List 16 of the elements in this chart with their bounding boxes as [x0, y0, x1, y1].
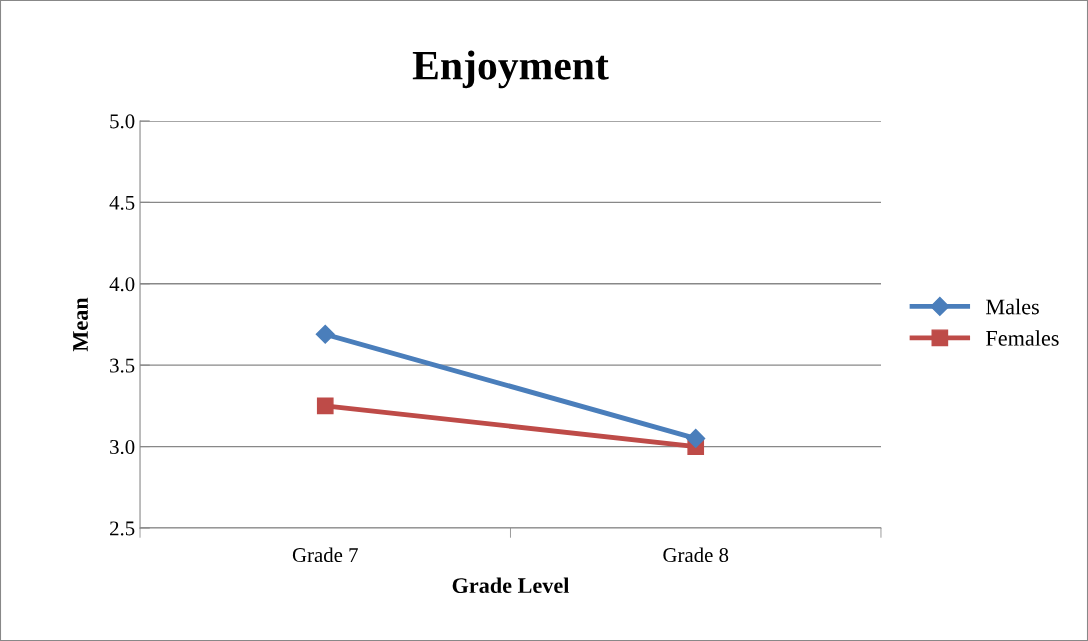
chart-title: Enjoyment [412, 50, 609, 89]
y-tick-label: 5.0 [110, 114, 135, 129]
x-axis-title: Grade Level [452, 577, 570, 594]
legend-label: Females [986, 330, 1059, 346]
point [686, 428, 706, 448]
point [316, 397, 334, 415]
legend-label: Males [986, 298, 1039, 315]
y-tick-label: 3.0 [110, 439, 135, 455]
y-axis-title: Mean [73, 297, 88, 352]
y-tick-label: 2.5 [110, 521, 135, 536]
x-tick-label: Grade 7 [292, 547, 358, 563]
point [315, 324, 335, 344]
x-tick-label: Grade 8 [663, 547, 729, 563]
y-tick-label: 4.5 [109, 195, 135, 210]
y-tick-label: 3.5 [110, 358, 135, 373]
y-tick-label: 4.0 [109, 277, 135, 292]
